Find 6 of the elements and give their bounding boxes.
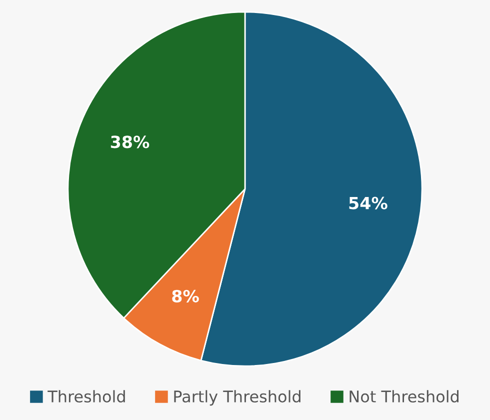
data-label: 38%: [110, 136, 150, 148]
data-label: 8%: [172, 290, 199, 302]
legend-label: Not Threshold: [350, 390, 458, 403]
data-label: 54%: [349, 196, 388, 210]
legend-label: Partly Threshold: [174, 390, 300, 406]
legend-label: Threshold: [48, 390, 125, 403]
